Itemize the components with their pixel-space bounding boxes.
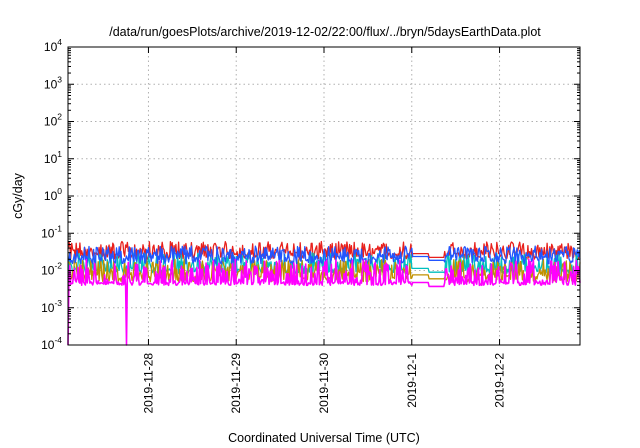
y-tick-label: 104 [44,37,62,54]
y-tick-label: 10-3 [41,298,62,315]
grid-lines [68,47,580,345]
x-tick-label: 2019-11-29 [229,353,243,414]
series-line [67,245,581,265]
y-tick-label: 101 [44,149,62,166]
y-tick-label: 103 [44,74,62,91]
y-tick-label: 10-2 [41,261,62,278]
y-axis-label: cGy/day [11,172,25,219]
x-tick-label: 2019-11-28 [141,353,155,414]
chart-title: /data/run/goesPlots/archive/2019-12-02/2… [109,25,541,39]
x-tick-label: 2019-11-30 [317,353,331,414]
x-tick-label: 2019-12-1 [405,353,419,408]
y-tick-label: 102 [44,112,62,129]
series-line [67,258,581,346]
x-tick-label: 2019-12-2 [493,353,507,408]
series-group [67,240,581,346]
y-tick-label: 10-4 [41,335,62,352]
x-axis: 2019-11-28 2019-11-29 2019-11-30 2019-12-1 2… [141,47,507,414]
y-tick-label: 100 [44,186,62,203]
x-axis-label: Coordinated Universal Time (UTC) [228,431,420,445]
y-tick-label: 10-1 [41,223,62,240]
y-axis: 10-4 10-3 10-2 10-1 100 101 102 103 104 [41,37,580,352]
